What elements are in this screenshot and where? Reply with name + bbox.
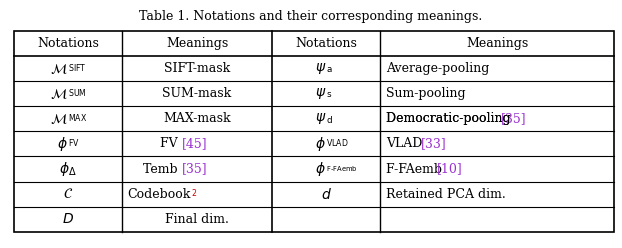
- Text: Democratic-pooling: Democratic-pooling: [386, 112, 515, 125]
- Text: Meanings: Meanings: [166, 37, 228, 50]
- Text: $D$: $D$: [62, 212, 74, 226]
- Text: Temb: Temb: [143, 162, 182, 176]
- Text: Retained PCA dim.: Retained PCA dim.: [386, 188, 506, 201]
- Text: $^2$: $^2$: [191, 189, 197, 199]
- Text: [35]: [35]: [501, 112, 527, 125]
- Text: $_{\sf SUM}$: $_{\sf SUM}$: [68, 88, 86, 100]
- Text: Codebook: Codebook: [128, 188, 191, 201]
- Text: SIFT-mask: SIFT-mask: [164, 62, 230, 75]
- Text: Meanings: Meanings: [466, 37, 529, 50]
- Text: Notations: Notations: [37, 37, 99, 50]
- Text: $\mathcal{M}$: $\mathcal{M}$: [50, 87, 68, 101]
- Text: Table 1. Notations and their corresponding meanings.: Table 1. Notations and their correspondi…: [139, 10, 483, 23]
- Text: $_{\rm d}$: $_{\rm d}$: [326, 112, 333, 125]
- Text: $_{\sf SIFT}$: $_{\sf SIFT}$: [68, 62, 86, 75]
- Text: Sum-pooling: Sum-pooling: [386, 87, 466, 100]
- Text: Average-pooling: Average-pooling: [386, 62, 490, 75]
- Text: $_{\rm s}$: $_{\rm s}$: [326, 87, 332, 100]
- Text: SUM-mask: SUM-mask: [162, 87, 231, 100]
- Text: [35]: [35]: [182, 162, 207, 176]
- Bar: [14, 31, 615, 232]
- Text: $\phi$: $\phi$: [315, 135, 326, 153]
- Text: $\phi_\Delta$: $\phi_\Delta$: [59, 160, 77, 178]
- Text: Notations: Notations: [295, 37, 357, 50]
- Text: [10]: [10]: [437, 162, 463, 176]
- Text: $_{\sf FV}$: $_{\sf FV}$: [68, 138, 80, 150]
- Text: [45]: [45]: [182, 137, 207, 151]
- Text: $d$: $d$: [321, 187, 332, 202]
- Text: FV: FV: [160, 137, 182, 151]
- Text: $_{\sf VLAD}$: $_{\sf VLAD}$: [326, 138, 349, 150]
- Text: $\mathcal{M}$: $\mathcal{M}$: [50, 62, 68, 76]
- Text: $\psi$: $\psi$: [315, 86, 326, 101]
- Text: [33]: [33]: [420, 137, 446, 151]
- Text: MAX-mask: MAX-mask: [163, 112, 231, 125]
- Text: $_{\rm a}$: $_{\rm a}$: [326, 62, 333, 75]
- Text: $_{\sf MAX}$: $_{\sf MAX}$: [68, 113, 87, 125]
- Text: $\psi$: $\psi$: [315, 111, 326, 126]
- Text: VLAD: VLAD: [386, 137, 427, 151]
- Text: $\phi$: $\phi$: [315, 160, 326, 178]
- Text: F-FAemb: F-FAemb: [386, 162, 447, 176]
- Text: $_{\sf F\text{-}FAemb}$: $_{\sf F\text{-}FAemb}$: [326, 164, 358, 174]
- Text: $\mathcal{M}$: $\mathcal{M}$: [50, 112, 68, 126]
- Text: $\psi$: $\psi$: [315, 61, 326, 76]
- Text: Democratic-pooling: Democratic-pooling: [386, 112, 515, 125]
- Text: $\phi$: $\phi$: [57, 135, 68, 153]
- Text: $\mathcal{C}$: $\mathcal{C}$: [63, 187, 73, 201]
- Text: Final dim.: Final dim.: [165, 213, 229, 226]
